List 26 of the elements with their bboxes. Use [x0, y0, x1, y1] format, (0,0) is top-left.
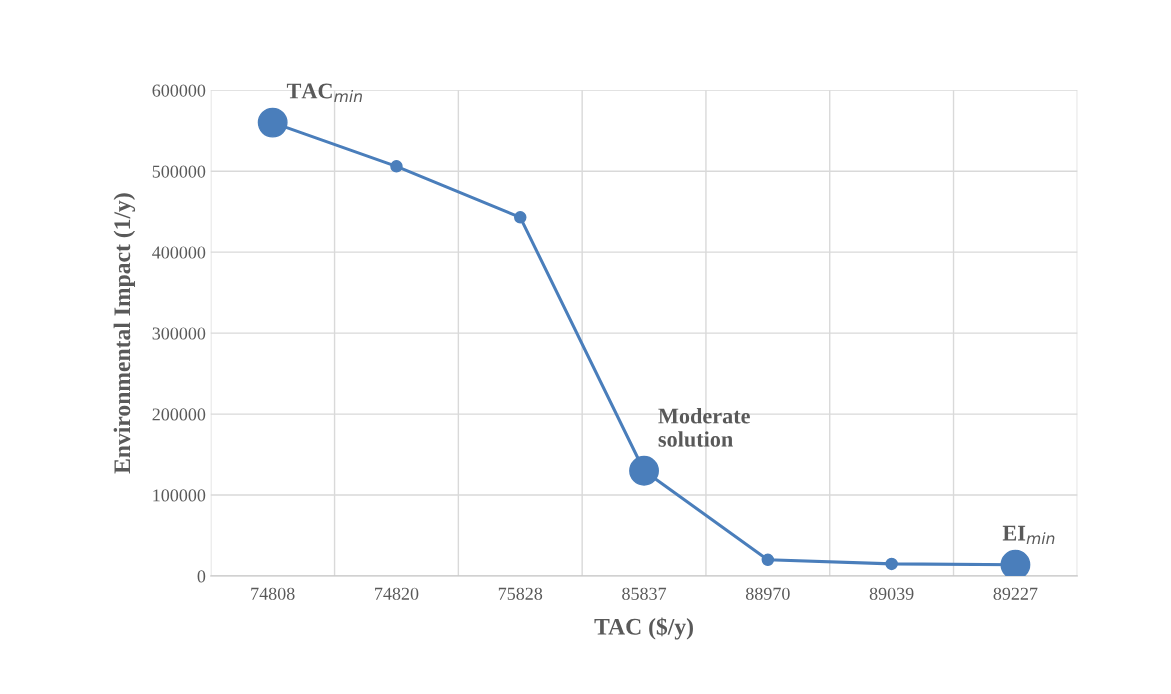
annotation: EI$_{min}$ [1002, 525, 1055, 545]
x-tick-label: 89039 [869, 587, 914, 600]
x-tick-label: 74808 [251, 587, 295, 600]
point [390, 160, 403, 173]
point [885, 557, 898, 571]
point [629, 455, 659, 486]
point [514, 211, 527, 224]
x-tick-label: 89227 [993, 587, 1038, 600]
y-tick-label: 300000 [152, 327, 206, 340]
y-tick-label: 500000 [152, 165, 206, 178]
x-axis-title: TAC ($/y) [594, 617, 693, 640]
point [1000, 549, 1031, 577]
annotation: TAC$_{min}$ [286, 83, 362, 102]
point [761, 553, 775, 567]
y-tick-label: 200000 [152, 408, 206, 421]
y-tick-label: 0 [197, 570, 206, 583]
y-axis-title: Environmental Impact (1/y) [113, 193, 136, 474]
y-tick-label: 400000 [152, 246, 206, 259]
x-tick-label: 85837 [622, 587, 667, 600]
annotation: Moderate solution [658, 407, 750, 447]
x-tick-label: 74820 [375, 587, 419, 600]
y-tick-label: 100000 [153, 489, 206, 502]
point [257, 107, 288, 138]
x-tick-label: 75828 [498, 587, 543, 600]
y-tick-label: 600000 [152, 84, 206, 97]
x-tick-label: 88970 [745, 587, 790, 600]
